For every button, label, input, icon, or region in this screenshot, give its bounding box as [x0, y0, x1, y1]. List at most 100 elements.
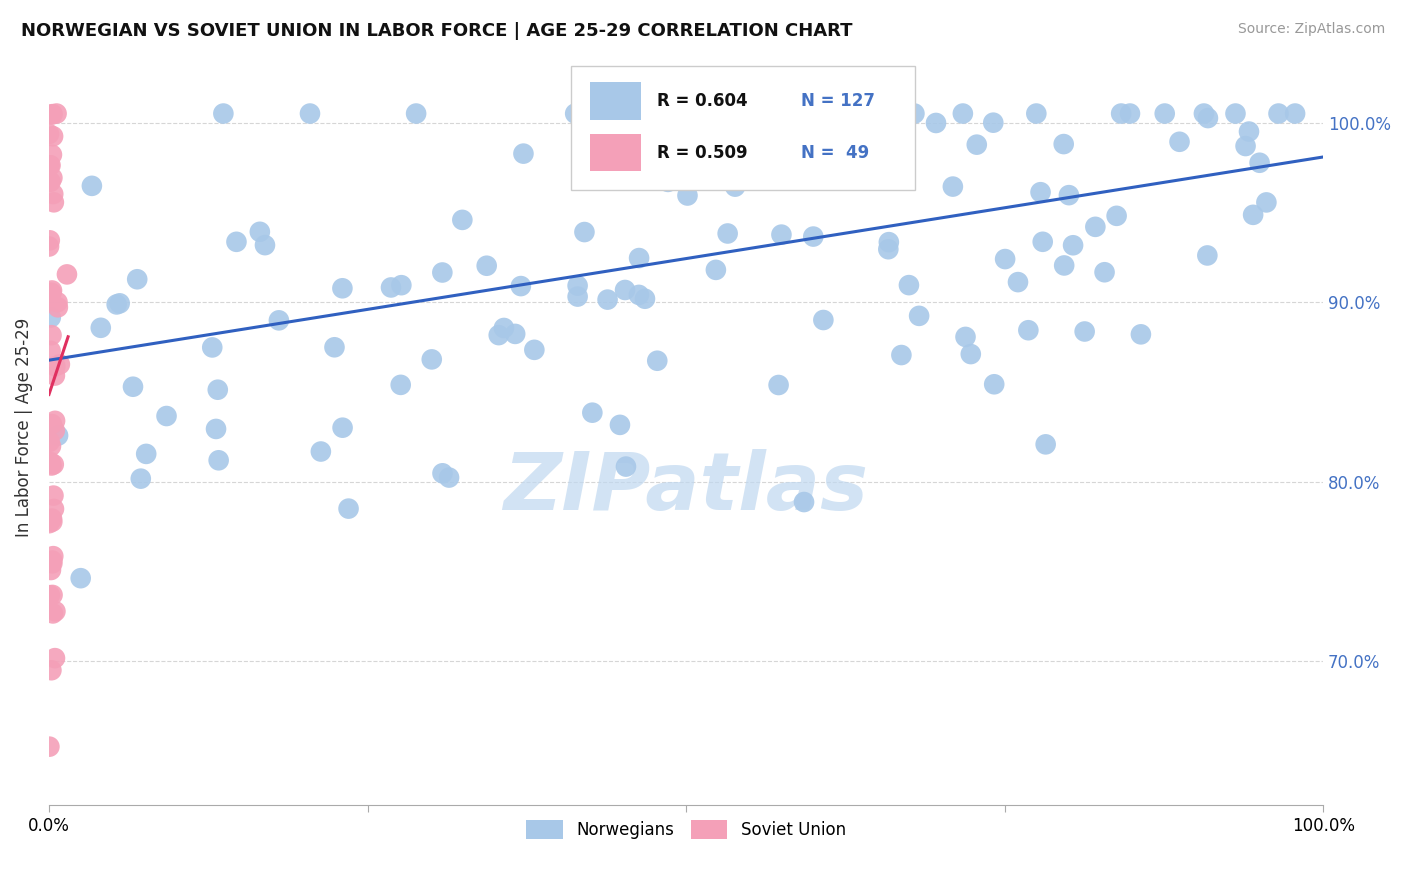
Point	[207, 383, 229, 397]
Point	[1053, 259, 1076, 273]
Point	[576, 152, 599, 166]
Point	[717, 227, 740, 241]
Point	[49, 357, 72, 371]
Point	[1062, 238, 1084, 252]
Point	[38, 239, 60, 253]
Point	[56, 268, 79, 282]
Point	[567, 278, 589, 293]
Point	[801, 229, 824, 244]
Text: R = 0.604: R = 0.604	[657, 92, 748, 111]
Point	[1035, 437, 1057, 451]
Point	[38, 516, 60, 531]
Point	[877, 235, 900, 249]
Point	[44, 359, 66, 374]
Point	[1192, 106, 1215, 120]
Point	[41, 417, 63, 431]
Point	[1057, 188, 1080, 202]
Legend: Norwegians, Soviet Union: Norwegians, Soviet Union	[520, 814, 852, 846]
Point	[41, 328, 63, 343]
Point	[39, 455, 62, 469]
Point	[44, 368, 66, 383]
Point	[45, 106, 67, 120]
Point	[405, 106, 427, 120]
Point	[212, 106, 235, 120]
Point	[675, 106, 697, 120]
Point	[770, 227, 793, 242]
Point	[39, 563, 62, 577]
Point	[108, 296, 131, 310]
Point	[249, 225, 271, 239]
Point	[41, 107, 63, 121]
Point	[959, 347, 981, 361]
Point	[523, 343, 546, 357]
Point	[644, 149, 666, 163]
Point	[42, 187, 65, 202]
Point	[942, 179, 965, 194]
Text: ZIPatlas: ZIPatlas	[503, 450, 869, 527]
Point	[41, 107, 63, 121]
Point	[432, 265, 454, 279]
Point	[1032, 235, 1054, 249]
Point	[1073, 325, 1095, 339]
Point	[44, 414, 66, 428]
Point	[846, 106, 869, 120]
Point	[1197, 111, 1219, 125]
Point	[614, 283, 637, 297]
Point	[925, 116, 948, 130]
FancyBboxPatch shape	[591, 82, 641, 120]
Point	[41, 588, 63, 602]
Point	[488, 328, 510, 343]
Point	[309, 444, 332, 458]
Point	[903, 106, 925, 120]
Point	[127, 272, 149, 286]
Point	[42, 489, 65, 503]
Point	[628, 251, 651, 265]
Point	[39, 343, 62, 358]
Y-axis label: In Labor Force | Age 25-29: In Labor Force | Age 25-29	[15, 318, 32, 538]
Point	[955, 330, 977, 344]
Point	[908, 309, 931, 323]
Point	[1237, 124, 1260, 138]
Point	[704, 106, 727, 120]
Point	[389, 377, 412, 392]
Point	[623, 106, 645, 120]
Point	[42, 458, 65, 472]
Point	[994, 252, 1017, 266]
Point	[208, 453, 231, 467]
Point	[664, 106, 686, 120]
Point	[38, 434, 60, 449]
Point	[1249, 155, 1271, 169]
Point	[323, 340, 346, 354]
Point	[41, 553, 63, 567]
Point	[380, 280, 402, 294]
Point	[624, 145, 647, 159]
Point	[813, 313, 835, 327]
Point	[645, 353, 668, 368]
Point	[512, 146, 534, 161]
Point	[703, 106, 725, 120]
Point	[574, 225, 596, 239]
Point	[676, 188, 699, 202]
Point	[225, 235, 247, 249]
Point	[1119, 106, 1142, 120]
Point	[1256, 195, 1278, 210]
Point	[609, 417, 631, 432]
Point	[46, 295, 69, 310]
Point	[581, 406, 603, 420]
Point	[437, 470, 460, 484]
FancyBboxPatch shape	[591, 134, 641, 171]
Point	[640, 120, 662, 134]
Point	[42, 195, 65, 210]
Point	[724, 179, 747, 194]
Point	[706, 106, 728, 120]
Point	[46, 301, 69, 315]
Point	[332, 420, 354, 434]
Point	[876, 109, 898, 123]
Point	[389, 278, 412, 293]
Text: N =  49: N = 49	[801, 144, 869, 161]
Point	[41, 511, 63, 525]
Point	[122, 380, 145, 394]
Point	[42, 129, 65, 144]
Point	[38, 739, 60, 754]
Point	[1084, 219, 1107, 234]
